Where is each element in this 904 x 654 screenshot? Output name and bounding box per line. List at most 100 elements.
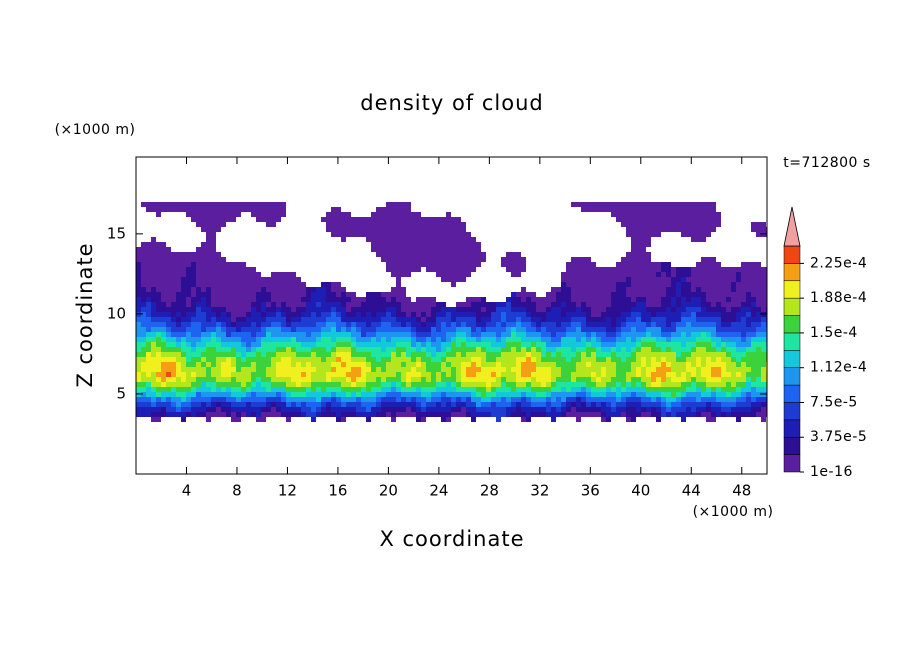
contour-cell: [326, 342, 331, 347]
contour-cell: [211, 392, 216, 397]
contour-cell: [756, 407, 761, 412]
contour-cell: [196, 352, 201, 357]
contour-cell: [396, 217, 401, 222]
contour-cell: [151, 267, 156, 272]
contour-cell: [156, 287, 161, 292]
contour-cell: [606, 342, 611, 347]
contour-cell: [606, 417, 611, 422]
contour-cell: [466, 262, 471, 267]
contour-cell: [546, 412, 551, 417]
contour-cell: [651, 377, 656, 382]
contour-cell: [601, 277, 606, 282]
contour-cell: [271, 412, 276, 417]
contour-cell: [736, 357, 741, 362]
contour-cell: [411, 262, 416, 267]
contour-cell: [266, 292, 271, 297]
contour-cell: [176, 297, 181, 302]
contour-cell: [246, 367, 251, 372]
contour-cell: [641, 262, 646, 267]
contour-cell: [691, 217, 696, 222]
contour-cell: [696, 382, 701, 387]
contour-cell: [256, 377, 261, 382]
contour-cell: [271, 277, 276, 282]
contour-cell: [711, 412, 716, 417]
contour-cell: [306, 387, 311, 392]
contour-cell: [171, 397, 176, 402]
contour-cell: [711, 407, 716, 412]
contour-cell: [386, 377, 391, 382]
contour-cell: [671, 302, 676, 307]
contour-cell: [626, 232, 631, 237]
contour-cell: [331, 412, 336, 417]
contour-cell: [176, 352, 181, 357]
contour-cell: [626, 367, 631, 372]
contour-cell: [601, 292, 606, 297]
contour-cell: [406, 322, 411, 327]
contour-cell: [571, 412, 576, 417]
contour-cell: [416, 302, 421, 307]
contour-cell: [756, 317, 761, 322]
contour-cell: [696, 222, 701, 227]
contour-cell: [501, 337, 506, 342]
contour-cell: [451, 387, 456, 392]
contour-cell: [136, 292, 141, 297]
contour-cell: [661, 407, 666, 412]
contour-cell: [216, 332, 221, 337]
contour-cell: [721, 272, 726, 277]
contour-cell: [341, 372, 346, 377]
contour-cell: [631, 247, 636, 252]
contour-cell: [396, 372, 401, 377]
contour-cell: [281, 412, 286, 417]
contour-cell: [386, 382, 391, 387]
contour-cell: [171, 327, 176, 332]
contour-cell: [456, 407, 461, 412]
contour-cell: [166, 287, 171, 292]
contour-cell: [151, 332, 156, 337]
contour-cell: [361, 232, 366, 237]
contour-cell: [521, 377, 526, 382]
contour-cell: [221, 352, 226, 357]
contour-cell: [441, 302, 446, 307]
contour-cell: [531, 392, 536, 397]
contour-cell: [201, 382, 206, 387]
contour-cell: [701, 297, 706, 302]
contour-cell: [486, 407, 491, 412]
contour-cell: [216, 402, 221, 407]
contour-cell: [271, 292, 276, 297]
contour-cell: [566, 307, 571, 312]
contour-cell: [346, 317, 351, 322]
contour-cell: [331, 282, 336, 287]
contour-cell: [151, 377, 156, 382]
contour-cell: [646, 207, 651, 212]
contour-cell: [456, 367, 461, 372]
contour-cell: [146, 317, 151, 322]
contour-cell: [731, 317, 736, 322]
contour-cell: [741, 337, 746, 342]
contour-cell: [631, 292, 636, 297]
contour-cell: [761, 267, 766, 272]
contour-cell: [296, 412, 301, 417]
contour-cell: [386, 392, 391, 397]
contour-cell: [426, 332, 431, 337]
contour-cell: [386, 307, 391, 312]
contour-cell: [431, 257, 436, 262]
contour-cell: [686, 282, 691, 287]
contour-cell: [591, 322, 596, 327]
contour-cell: [476, 322, 481, 327]
contour-cell: [761, 407, 766, 412]
contour-cell: [216, 387, 221, 392]
contour-cell: [416, 357, 421, 362]
contour-cell: [206, 257, 211, 262]
contour-cell: [411, 392, 416, 397]
contour-cell: [501, 402, 506, 407]
contour-cell: [431, 342, 436, 347]
contour-cell: [646, 242, 651, 247]
contour-cell: [376, 322, 381, 327]
contour-cell: [181, 402, 186, 407]
contour-cell: [656, 307, 661, 312]
contour-cell: [676, 397, 681, 402]
contour-cell: [156, 347, 161, 352]
contour-cell: [141, 397, 146, 402]
contour-cell: [621, 342, 626, 347]
contour-cell: [716, 267, 721, 272]
